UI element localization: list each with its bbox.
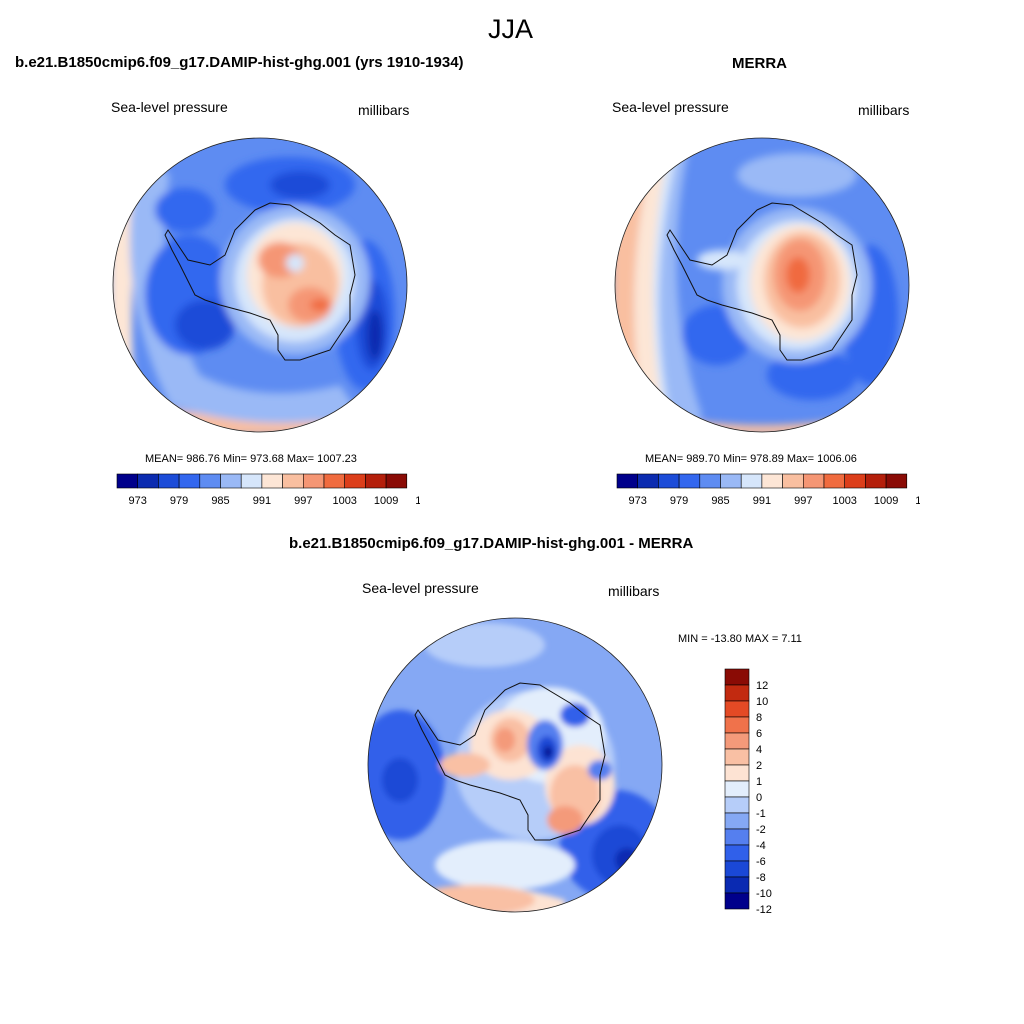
model-colorbar-box: [365, 473, 387, 489]
diff-colorbar-box: [724, 668, 750, 686]
merra-colorbar-tick-label: 1015: [915, 495, 920, 507]
merra-colorbar-box: [865, 473, 887, 489]
model-colorbar-tick-label: 1009: [374, 495, 398, 507]
model-colorbar-box: [220, 473, 242, 489]
diff-colorbar-tick-label: 2: [756, 760, 762, 772]
diff-colorbar-tick-label: 8: [756, 712, 762, 724]
model-colorbar-box: [344, 473, 366, 489]
merra-colorbar-box: [803, 473, 825, 489]
page-title: JJA: [488, 14, 534, 44]
diff-variable-label: Sea-level pressure: [362, 580, 479, 596]
diff-colorbar-tick-label: -8: [756, 872, 766, 884]
model-colorbar-box: [137, 473, 159, 489]
model-colorbar-box: [199, 473, 221, 489]
model-variable-label: Sea-level pressure: [111, 99, 228, 115]
diff-colorbar-box: [724, 796, 750, 814]
merra-colorbar-box: [823, 473, 846, 489]
diff-colorbar-box: [724, 780, 750, 798]
diff-colorbar-box: [724, 892, 750, 910]
merra-colorbar-tick-label: 973: [629, 495, 647, 507]
model-colorbar-tick-label: 985: [211, 495, 229, 507]
model-colorbar: 973 979 985 991 997 1003 1009 1015: [116, 473, 420, 507]
model-colorbar-box: [261, 473, 283, 489]
diff-stats: MIN = -13.80 MAX = 7.11: [678, 633, 802, 645]
model-colorbar-box: [385, 473, 408, 489]
model-colorbar-tick-label: 997: [294, 495, 312, 507]
diff-colorbar-box: [724, 828, 750, 846]
model-stats: MEAN= 986.76 Min= 973.68 Max= 1007.23: [145, 453, 357, 465]
model-colorbar-box: [303, 473, 325, 489]
diff-colorbar-box: [724, 700, 750, 718]
merra-colorbar-tick-label: 979: [670, 495, 688, 507]
model-colorbar-box: [178, 473, 201, 489]
diff-colorbar-tick-label: -4: [756, 840, 766, 852]
diff-colorbar-box: [724, 732, 750, 750]
merra-colorbar-box: [637, 473, 659, 489]
diff-colorbar-tick-label: 12: [756, 680, 768, 692]
diff-colorbar-tick-label: 1: [756, 776, 762, 788]
merra-colorbar: 973 979 985 991 997 1003 1009 1015: [616, 473, 920, 507]
merra-stats: MEAN= 989.70 Min= 978.89 Max= 1006.06: [645, 453, 857, 465]
merra-colorbar-box: [658, 473, 680, 489]
model-colorbar-box: [282, 473, 304, 489]
merra-colorbar-box: [885, 473, 908, 489]
model-colorbar-tick-label: 973: [129, 495, 147, 507]
diff-colorbar-tick-label: -10: [756, 888, 772, 900]
model-colorbar-box: [240, 473, 263, 489]
diff-colorbar-box: [724, 764, 750, 782]
model-colorbar-box: [323, 473, 346, 489]
diff-colorbar-box: [724, 812, 750, 830]
diff-colorbar-tick-label: 4: [756, 744, 762, 756]
model-polar-map: [112, 137, 408, 433]
diff-colorbar-box: [724, 844, 750, 862]
diff-colorbar-tick-label: -6: [756, 856, 766, 868]
merra-colorbar-tick-label: 985: [711, 495, 729, 507]
diff-colorbar-box: [724, 748, 750, 766]
merra-colorbar-box: [678, 473, 701, 489]
model-colorbar-tick-label: 1015: [415, 495, 420, 507]
merra-colorbar-tick-label: 1003: [832, 495, 856, 507]
diff-colorbar-tick-label: -1: [756, 808, 766, 820]
merra-colorbar-box: [740, 473, 763, 489]
model-colorbar-tick-label: 1003: [332, 495, 356, 507]
merra-panel-title: MERRA: [732, 55, 787, 72]
model-units-label: millibars: [358, 102, 410, 118]
merra-colorbar-tick-label: 991: [753, 495, 771, 507]
model-colorbar-tick-label: 979: [170, 495, 188, 507]
model-colorbar-tick-label: 991: [253, 495, 271, 507]
merra-colorbar-box: [616, 473, 639, 489]
merra-variable-label: Sea-level pressure: [612, 99, 729, 115]
diff-colorbar-box: [724, 716, 750, 734]
merra-colorbar-box: [844, 473, 866, 489]
diff-polar-map: [367, 617, 663, 913]
merra-colorbar-tick-label: 1009: [874, 495, 898, 507]
model-panel-title: b.e21.B1850cmip6.f09_g17.DAMIP-hist-ghg.…: [15, 54, 464, 71]
model-colorbar-box: [158, 473, 180, 489]
merra-colorbar-tick-label: 997: [794, 495, 812, 507]
diff-colorbar-tick-label: 6: [756, 728, 762, 740]
diff-colorbar-box: [724, 876, 750, 894]
merra-polar-map: [614, 137, 910, 433]
merra-units-label: millibars: [858, 102, 910, 118]
merra-colorbar-box: [720, 473, 742, 489]
diff-colorbar-box: [724, 684, 750, 702]
diff-panel-title: b.e21.B1850cmip6.f09_g17.DAMIP-hist-ghg.…: [289, 535, 694, 552]
diff-colorbar-tick-label: -2: [756, 824, 766, 836]
diff-colorbar-box: [724, 860, 750, 878]
diff-units-label: millibars: [608, 583, 660, 599]
diff-colorbar-tick-label: 0: [756, 792, 762, 804]
diff-colorbar-tick-label: 10: [756, 696, 768, 708]
merra-colorbar-box: [761, 473, 783, 489]
merra-colorbar-box: [699, 473, 721, 489]
model-colorbar-box: [116, 473, 139, 489]
merra-colorbar-box: [782, 473, 804, 489]
diff-colorbar-tick-label: -12: [756, 904, 772, 915]
